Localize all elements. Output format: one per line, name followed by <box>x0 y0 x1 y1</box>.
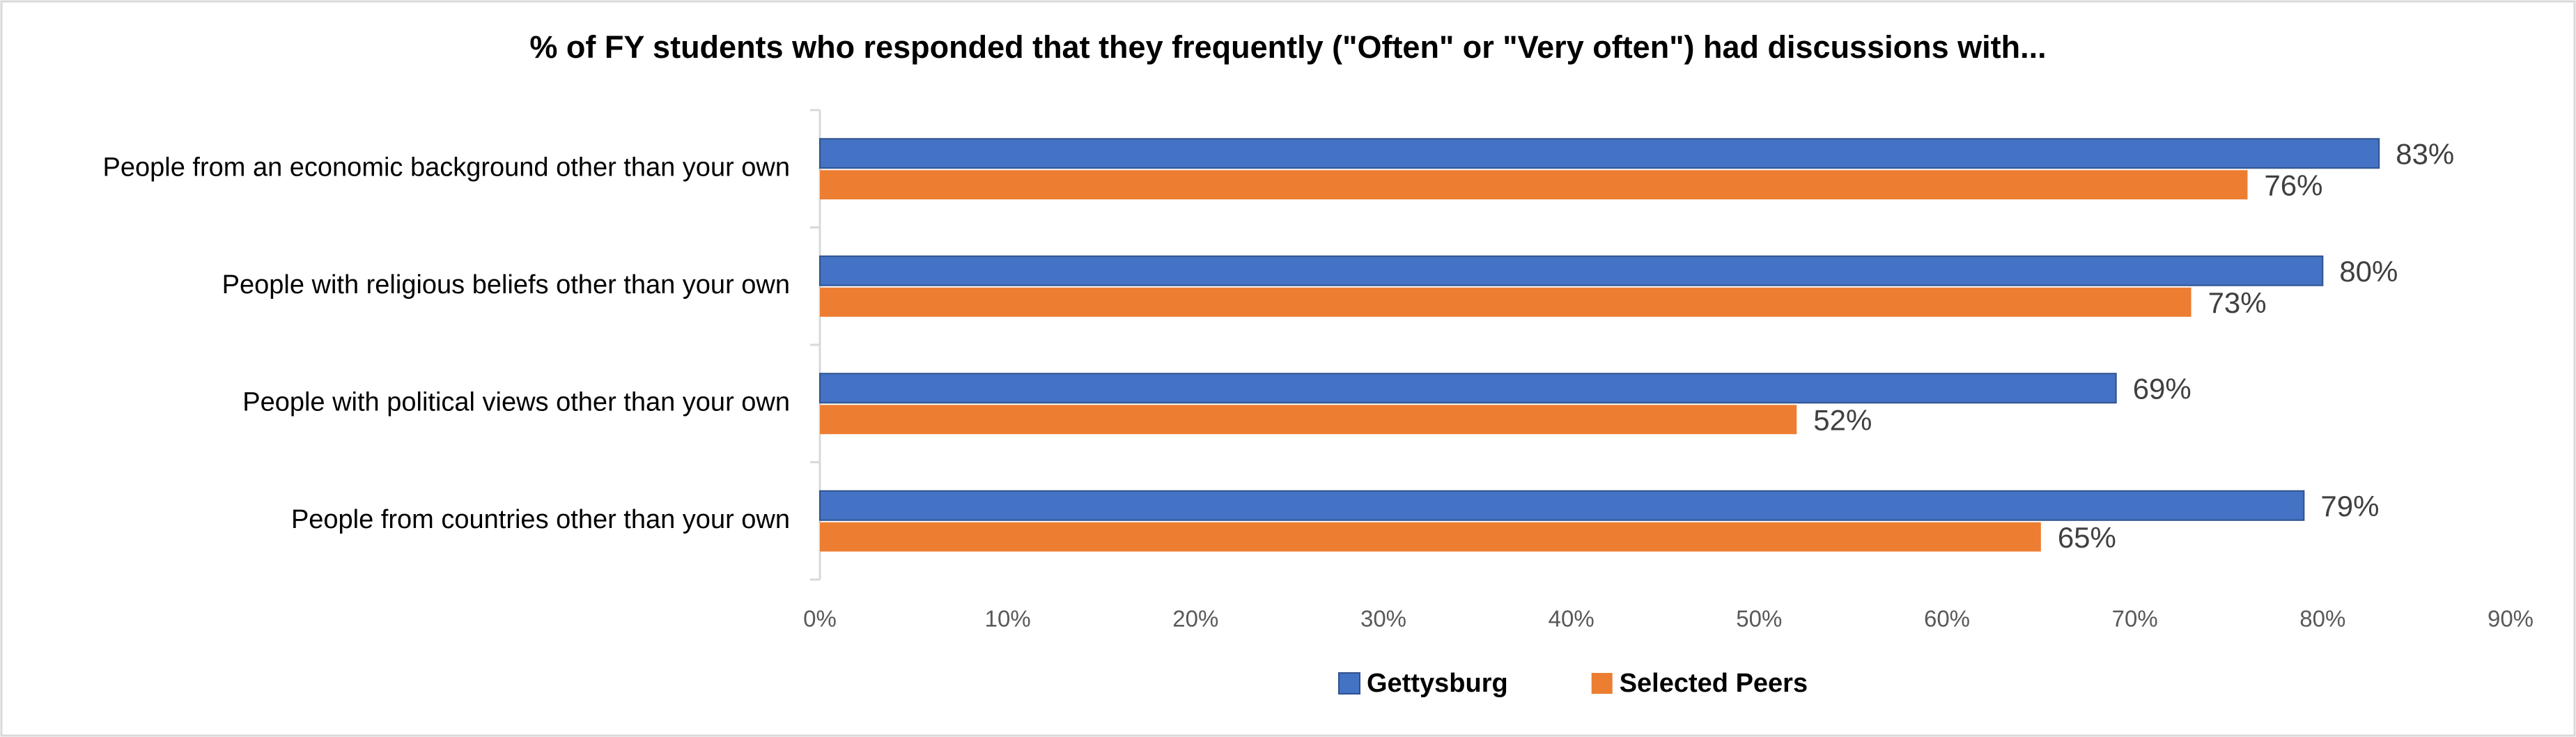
x-tick-label: 10% <box>985 606 1031 632</box>
category-label: People from countries other than your ow… <box>291 505 790 534</box>
x-tick-label: 40% <box>1549 606 1595 632</box>
value-label: 73% <box>2208 286 2267 319</box>
bar <box>819 138 2380 169</box>
bar <box>819 490 2305 521</box>
bar <box>820 287 2191 317</box>
bar <box>819 373 2117 404</box>
legend-swatch <box>1591 673 1613 694</box>
x-tick-label: 30% <box>1360 606 1406 632</box>
value-label: 83% <box>2396 137 2454 170</box>
category-label: People from an economic background other… <box>103 153 790 182</box>
value-label: 69% <box>2133 372 2191 405</box>
x-tick-label: 60% <box>1924 606 1970 632</box>
chart-title: % of FY students who responded that they… <box>529 29 2046 65</box>
value-label: 79% <box>2320 490 2379 522</box>
legend-label: Gettysburg <box>1367 669 1508 698</box>
value-label: 80% <box>2339 255 2398 288</box>
value-label: 65% <box>2058 521 2116 554</box>
x-tick-label: 90% <box>2488 606 2534 632</box>
bar <box>820 522 2041 552</box>
value-label: 76% <box>2264 169 2322 201</box>
x-tick-label: 80% <box>2299 606 2345 632</box>
category-label: People with religious beliefs other than… <box>222 270 790 300</box>
bar <box>820 405 1797 435</box>
bar <box>819 255 2324 286</box>
value-label: 52% <box>1813 403 1872 436</box>
x-tick-label: 0% <box>803 606 837 632</box>
x-tick-label: 70% <box>2112 606 2158 632</box>
x-tick-label: 50% <box>1736 606 1782 632</box>
legend-label: Selected Peers <box>1620 669 1808 698</box>
category-label: People with political views other than y… <box>242 387 790 417</box>
x-tick-label: 20% <box>1172 606 1218 632</box>
bar <box>820 170 2248 200</box>
legend-swatch <box>1338 672 1360 695</box>
